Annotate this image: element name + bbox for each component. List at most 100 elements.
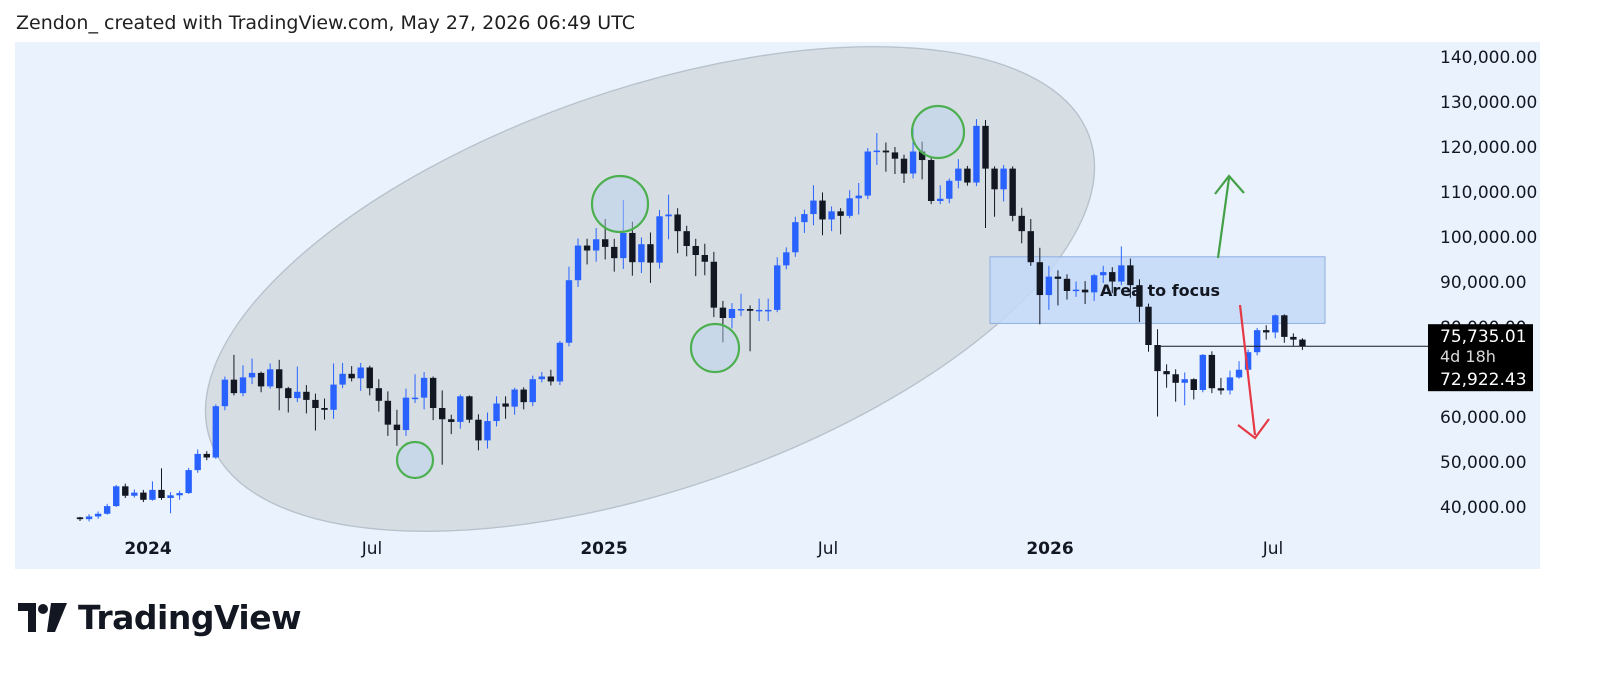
candle-body[interactable] (946, 180, 953, 199)
candle-body[interactable] (638, 244, 645, 263)
candle-body[interactable] (1226, 377, 1234, 391)
candle-body[interactable] (1109, 272, 1116, 282)
candle-body[interactable] (1208, 354, 1216, 389)
last-price-badge[interactable] (1428, 324, 1533, 369)
candle-body[interactable] (1154, 345, 1161, 372)
swing-marker-circle[interactable] (689, 322, 741, 374)
candle-body[interactable] (1027, 231, 1034, 263)
candle-body[interactable] (592, 239, 600, 251)
candle-body[interactable] (330, 384, 337, 410)
candle-body[interactable] (122, 486, 129, 496)
candle-body[interactable] (1036, 262, 1044, 296)
candle-body[interactable] (103, 506, 111, 514)
candle-body[interactable] (574, 245, 582, 281)
arrow-up-icon[interactable] (1216, 177, 1231, 259)
candle-body[interactable] (909, 151, 917, 174)
candle-body[interactable] (1054, 276, 1062, 279)
candle-body[interactable] (629, 232, 636, 263)
candle-body[interactable] (900, 158, 908, 174)
candle-body[interactable] (792, 222, 799, 253)
candle-body[interactable] (448, 419, 455, 422)
candle-body[interactable] (393, 424, 401, 431)
candle-body[interactable] (656, 216, 663, 263)
candle-body[interactable] (1018, 215, 1025, 232)
candle-body[interactable] (1244, 352, 1252, 370)
candle-body[interactable] (1081, 289, 1089, 293)
candle-body[interactable] (601, 239, 609, 247)
candle-body[interactable] (665, 214, 672, 217)
candle-body[interactable] (1199, 354, 1207, 390)
candle-body[interactable] (1235, 369, 1243, 378)
candle-body[interactable] (113, 486, 120, 507)
candle-body[interactable] (783, 252, 790, 266)
candle-body[interactable] (1127, 265, 1134, 286)
candle-body[interactable] (728, 309, 736, 318)
candle-body[interactable] (339, 373, 346, 385)
candle-body[interactable] (466, 396, 473, 420)
candle-body[interactable] (692, 246, 699, 255)
candle-body[interactable] (257, 372, 265, 387)
candle-body[interactable] (230, 379, 238, 394)
candle-body[interactable] (248, 372, 256, 378)
candle-body[interactable] (1118, 265, 1125, 282)
candle-body[interactable] (439, 408, 446, 420)
candle-body[interactable] (357, 367, 364, 379)
candle-body[interactable] (266, 369, 274, 387)
candle-body[interactable] (185, 470, 192, 494)
candle-body[interactable] (882, 150, 890, 153)
candle-body[interactable] (402, 397, 410, 431)
candle-body[interactable] (285, 388, 292, 399)
candle-body[interactable] (1272, 315, 1279, 333)
candle-body[interactable] (1009, 168, 1016, 216)
candle-body[interactable] (484, 421, 491, 441)
candle-body[interactable] (167, 495, 174, 498)
candle-body[interactable] (583, 245, 591, 251)
candle-body[interactable] (375, 388, 383, 401)
candle-body[interactable] (855, 195, 862, 199)
candle-body[interactable] (846, 198, 853, 216)
candle-body[interactable] (158, 489, 165, 498)
focus-zone[interactable] (989, 256, 1326, 324)
candle-body[interactable] (764, 309, 772, 312)
candle-body[interactable] (683, 231, 690, 246)
candle-body[interactable] (927, 160, 935, 201)
candle-body[interactable] (1253, 330, 1261, 353)
candle-body[interactable] (194, 453, 201, 471)
candle-body[interactable] (529, 379, 536, 403)
candle-body[interactable] (1281, 315, 1288, 337)
candle-body[interactable] (85, 516, 93, 520)
candle-body[interactable] (420, 377, 428, 398)
candle-body[interactable] (937, 198, 944, 201)
candle-body[interactable] (674, 214, 681, 232)
candle-body[interactable] (710, 261, 718, 308)
candle-body[interactable] (1100, 272, 1107, 276)
candle-body[interactable] (955, 168, 962, 181)
candle-body[interactable] (457, 396, 464, 422)
swing-marker-circle[interactable] (395, 440, 435, 480)
candle-body[interactable] (1172, 374, 1179, 383)
candle-body[interactable] (1299, 339, 1306, 347)
candle-body[interactable] (774, 265, 781, 310)
candle-body[interactable] (819, 200, 826, 220)
candle-body[interactable] (1063, 278, 1071, 291)
candle-body[interactable] (982, 125, 989, 169)
candle-body[interactable] (294, 391, 301, 399)
candle-body[interactable] (176, 493, 183, 496)
candle-body[interactable] (221, 379, 229, 407)
candle-body[interactable] (429, 377, 437, 408)
candle-body[interactable] (891, 152, 899, 159)
candle-body[interactable] (76, 517, 84, 520)
candle-body[interactable] (384, 400, 392, 425)
candle-body[interactable] (520, 389, 527, 403)
candle-body[interactable] (547, 376, 555, 382)
candle-body[interactable] (864, 151, 871, 196)
candle-body[interactable] (647, 244, 654, 263)
candle-body[interactable] (321, 408, 328, 410)
candle-body[interactable] (556, 342, 564, 382)
candle-body[interactable] (502, 403, 509, 407)
candle-body[interactable] (1290, 336, 1297, 340)
candle-body[interactable] (737, 309, 745, 311)
swing-marker-circle[interactable] (910, 104, 966, 160)
candle-body[interactable] (746, 309, 754, 311)
